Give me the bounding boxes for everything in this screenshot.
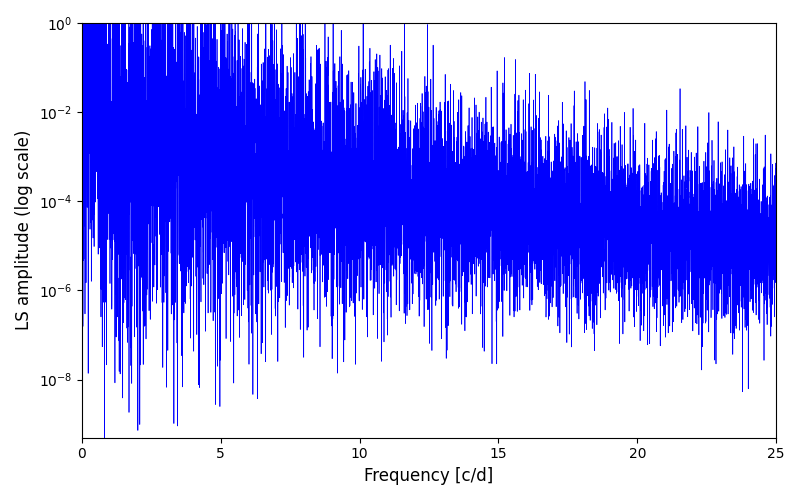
X-axis label: Frequency [c/d]: Frequency [c/d] (364, 467, 494, 485)
Y-axis label: LS amplitude (log scale): LS amplitude (log scale) (15, 130, 33, 330)
